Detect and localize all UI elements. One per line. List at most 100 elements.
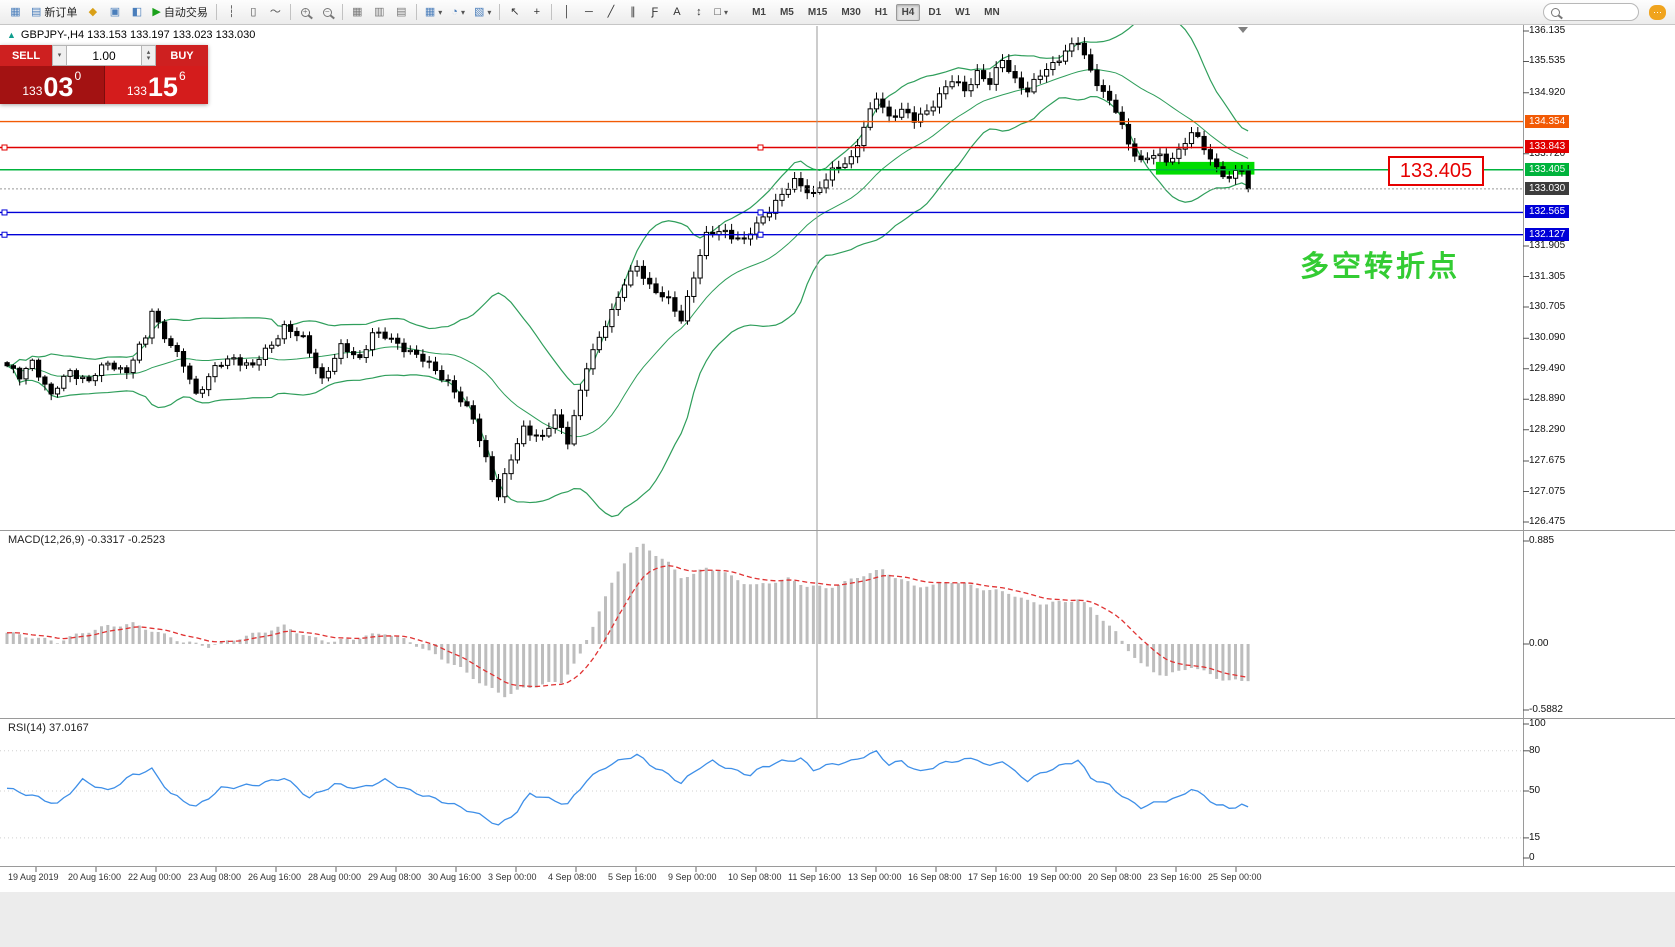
sell-price-sup: 0 <box>74 69 82 83</box>
price-scale-label: 129.490 <box>1529 362 1566 374</box>
vertical-line-button[interactable]: │ <box>556 2 577 23</box>
timeframe-h4-button[interactable]: H4 <box>895 3 921 21</box>
market-watch-icon: ▣ <box>109 5 121 18</box>
trendline-icon: ╱ <box>607 5 615 18</box>
turning-point-annotation: 多空转折点 <box>1300 251 1461 283</box>
volume-stepper[interactable]: ▴ ▾ <box>141 45 156 66</box>
price-scale-label: 135.535 <box>1529 55 1566 67</box>
price-scale-label: 130.705 <box>1529 300 1566 312</box>
cursor-icon: ↖ <box>510 5 520 18</box>
price-scale-label: 100 <box>1529 718 1546 729</box>
volume-input[interactable]: 1.00 <box>67 45 141 66</box>
toolbar-separator <box>415 4 417 20</box>
equidistant-channel-button[interactable]: ∥ <box>622 2 643 23</box>
new-chart-icon: ▦ <box>10 5 21 18</box>
volume-dropdown[interactable]: ▾ <box>52 45 67 66</box>
data-window-button[interactable]: ◧ <box>126 2 147 23</box>
new-order-button-label: 新订单 <box>44 7 78 19</box>
crosshair-icon: + <box>533 5 541 18</box>
price-line-label: 133.405 <box>1525 162 1570 176</box>
text-icon: A <box>673 5 681 18</box>
toolbar-separator <box>289 4 291 20</box>
caret-down-icon: ▾ <box>57 51 62 59</box>
tile-windows-button[interactable]: ▦ <box>347 2 368 23</box>
timeframe-m30-button[interactable]: M30 <box>841 6 861 18</box>
main-toolbar: ▦ ▤ 新订单 ◆ ▣ ◧ ▶ 自动交易 ┆ ▯ ～ + − ▦ ▥ ▤ ▦ ▾ ◔ ▾ ▧ ▾ ↖ + │ ─ ╱ ∥ Ƒ A ↕ □ ▾ M… <box>0 0 1675 25</box>
chart-profiles-button[interactable]: ◆ <box>82 2 103 23</box>
price-scale-label: 128.290 <box>1529 423 1566 435</box>
candlestick-chart-button[interactable]: ▯ <box>243 2 264 23</box>
fibonacci-button[interactable]: Ƒ <box>644 2 665 23</box>
equidistant-channel-icon: ∥ <box>630 5 636 18</box>
sell-button[interactable]: SELL <box>0 45 52 66</box>
sell-price-big: 03 <box>43 72 74 102</box>
timeframe-mn-button[interactable]: MN <box>984 6 1000 18</box>
new-order-button[interactable]: ▤ 新订单 <box>27 2 81 23</box>
timeframe-w1-button[interactable]: W1 <box>955 6 971 18</box>
charts-dropdown[interactable]: ▦ ▾ <box>421 2 446 23</box>
toolbar-separator <box>499 4 501 20</box>
auto-trading-button[interactable]: ▶ 自动交易 <box>148 2 211 23</box>
tile-windows-icon: ▦ <box>352 5 363 18</box>
price-line-label: 134.354 <box>1525 114 1570 128</box>
rsi-indicator-label: RSI(14) 37.0167 <box>8 722 89 734</box>
market-watch-button[interactable]: ▣ <box>104 2 125 23</box>
new-chart-button[interactable]: ▦ <box>5 2 26 23</box>
price-scale-label: 50 <box>1529 785 1541 796</box>
timeframe-d1-button[interactable]: D1 <box>928 6 942 18</box>
bar-chart-button[interactable]: ┆ <box>221 2 242 23</box>
trendline-button[interactable]: ╱ <box>600 2 621 23</box>
price-scale-label: 127.075 <box>1529 485 1566 497</box>
price-line-label: 132.127 <box>1525 227 1570 241</box>
line-chart-icon: ～ <box>269 5 281 18</box>
timeframe-m5-button[interactable]: M5 <box>779 6 794 18</box>
symbol-triangle-icon: ▲ <box>7 30 16 40</box>
search-box[interactable] <box>1543 3 1639 21</box>
templates-dropdown[interactable]: ▧ ▾ <box>470 2 495 23</box>
timeframe-m15-button[interactable]: M15 <box>807 6 828 18</box>
price-scale-label: 136.135 <box>1529 25 1566 36</box>
timeframe-h1-button[interactable]: H1 <box>874 6 888 18</box>
sell-price[interactable]: 133 03 0 <box>0 66 104 104</box>
toolbar-buttons: ▦ ▤ 新订单 ◆ ▣ ◧ ▶ 自动交易 ┆ ▯ ～ + − ▦ ▥ ▤ ▦ ▾ ◔ ▾ ▧ ▾ ↖ + │ ─ ╱ ∥ Ƒ A ↕ □ ▾ <box>5 2 732 23</box>
text-button[interactable]: A <box>666 2 687 23</box>
cursor-button[interactable]: ↖ <box>504 2 525 23</box>
buy-price-big: 15 <box>147 72 178 102</box>
cascade-windows-icon: ▥ <box>374 5 385 18</box>
arrange-windows-button[interactable]: ▤ <box>391 2 412 23</box>
zoom-in-icon: + <box>300 7 310 17</box>
price-scale-label: 0.885 <box>1529 535 1555 546</box>
auto-trading-icon: ▶ <box>152 5 161 18</box>
charts-icon: ▦ <box>424 5 436 18</box>
ohlc-header: ▲ GBPJPY-,H4 133.153 133.197 133.023 133… <box>7 29 255 41</box>
price-callout-box[interactable]: 133.405 <box>1388 156 1484 186</box>
horizontal-line-button[interactable]: ─ <box>578 2 599 23</box>
chat-button[interactable]: ⋯ <box>1645 2 1670 23</box>
zoom-out-button[interactable]: − <box>317 2 338 23</box>
price-scale-label: 130.090 <box>1529 332 1566 344</box>
line-chart-button[interactable]: ～ <box>265 2 286 23</box>
macd-indicator-label: MACD(12,26,9) -0.3317 -0.2523 <box>8 534 166 546</box>
arrange-windows-icon: ▤ <box>396 5 407 18</box>
period-dropdown[interactable]: ◔ ▾ <box>447 2 469 23</box>
price-line-label: 133.843 <box>1525 140 1570 154</box>
toolbar-separator <box>341 4 343 20</box>
crosshair-button[interactable]: + <box>526 2 547 23</box>
buy-button[interactable]: BUY <box>156 45 208 66</box>
price-scale-label: 126.475 <box>1529 516 1566 527</box>
cascade-windows-button[interactable]: ▥ <box>369 2 390 23</box>
timeframe-group: M1 M5 M15 M30 H1 H4 D1 W1 MN <box>746 3 1006 21</box>
price-scale[interactable]: 136.135135.535134.920133.720131.905131.3… <box>1525 0 1675 892</box>
ohlc-text: GBPJPY-,H4 133.153 133.197 133.023 133.0… <box>20 29 256 41</box>
arrow-down-icon: ▾ <box>146 54 151 62</box>
price-scale-label: 131.905 <box>1529 240 1566 251</box>
arrows-button[interactable]: ↕ <box>688 2 709 23</box>
zoom-in-button[interactable]: + <box>295 2 316 23</box>
zoom-out-icon: − <box>322 7 332 17</box>
timeframe-m1-button[interactable]: M1 <box>752 6 766 18</box>
search-input[interactable] <box>1565 6 1627 18</box>
shapes-dropdown[interactable]: □ ▾ <box>710 2 732 23</box>
horizontal-line-icon: ─ <box>584 5 593 18</box>
buy-price[interactable]: 133 15 6 <box>103 66 208 104</box>
